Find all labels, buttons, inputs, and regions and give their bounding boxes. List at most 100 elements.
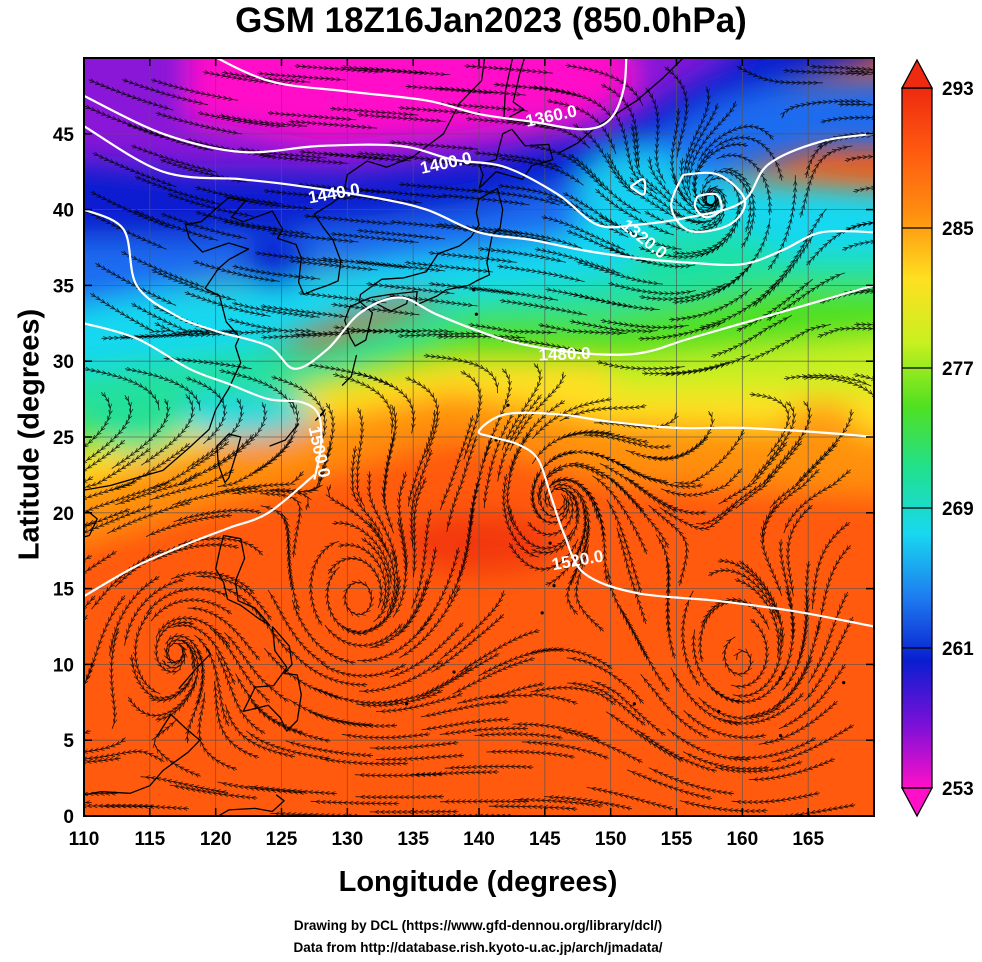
streamline bbox=[285, 740, 374, 756]
colorbar-tick-label: 277 bbox=[942, 359, 974, 380]
streamline bbox=[572, 294, 660, 309]
x-tick-label: 135 bbox=[397, 829, 429, 850]
streamline bbox=[319, 759, 409, 764]
streamline bbox=[470, 288, 559, 300]
streamline bbox=[439, 728, 529, 734]
x-tick-label: 125 bbox=[266, 829, 298, 850]
x-tick-label: 140 bbox=[463, 829, 495, 850]
streamline bbox=[384, 404, 395, 505]
streamline bbox=[500, 339, 588, 354]
streamline bbox=[679, 800, 768, 812]
colorbar-bottom-arrow bbox=[900, 787, 934, 818]
colorbar-tick-label: 285 bbox=[942, 219, 974, 240]
streamline bbox=[84, 751, 165, 761]
y-tick-label: 40 bbox=[53, 201, 74, 222]
streamline bbox=[736, 66, 823, 83]
streamline bbox=[854, 324, 874, 325]
streamline bbox=[436, 336, 526, 338]
y-tick-label: 20 bbox=[53, 504, 74, 525]
streamline bbox=[748, 325, 832, 361]
streamline bbox=[608, 248, 696, 267]
streamline bbox=[648, 767, 735, 794]
streamline bbox=[842, 241, 874, 250]
x-tick-label: 110 bbox=[69, 829, 100, 850]
streamline bbox=[768, 805, 856, 816]
colorbar-tick-label: 261 bbox=[942, 639, 974, 660]
streamline bbox=[375, 755, 465, 759]
streamline bbox=[369, 743, 459, 749]
streamline bbox=[645, 87, 666, 184]
streamline bbox=[84, 794, 118, 795]
streamline bbox=[683, 590, 700, 686]
streamline bbox=[288, 121, 377, 128]
streamline bbox=[298, 293, 387, 303]
streamline bbox=[106, 502, 192, 534]
streamline bbox=[421, 719, 510, 729]
streamline bbox=[361, 69, 451, 75]
x-tick-label: 150 bbox=[595, 829, 627, 850]
streamline bbox=[576, 544, 604, 632]
axis-ticks: 110 115 120 125 130 135 140 145 150 155 160 165 0 5 10… bbox=[53, 58, 874, 850]
x-axis-label: Longitude (degrees) bbox=[338, 866, 618, 898]
streamline bbox=[389, 142, 479, 149]
height-contour bbox=[670, 171, 747, 233]
y-axis-label: Latitude (degrees) bbox=[13, 308, 46, 561]
streamline bbox=[460, 372, 481, 460]
streamline bbox=[84, 731, 91, 736]
streamline bbox=[632, 124, 675, 206]
streamline bbox=[838, 104, 874, 105]
streamline bbox=[410, 772, 499, 775]
height-contour bbox=[84, 94, 874, 229]
y-tick-label: 45 bbox=[53, 125, 75, 146]
streamline bbox=[426, 161, 515, 169]
x-tick-label: 120 bbox=[200, 829, 232, 850]
streamline bbox=[853, 187, 874, 192]
streamline bbox=[356, 230, 446, 239]
streamline bbox=[169, 785, 258, 798]
streamline bbox=[748, 759, 836, 780]
wind-streamlines bbox=[84, 65, 874, 816]
streamline bbox=[257, 73, 346, 80]
streamline bbox=[782, 101, 866, 119]
data-credit: Data from http://database.rish.kyoto-u.a… bbox=[293, 940, 663, 955]
height-contour bbox=[629, 178, 647, 196]
streamline bbox=[714, 218, 770, 292]
y-tick-label: 30 bbox=[53, 352, 74, 373]
streamline bbox=[251, 398, 297, 474]
streamline bbox=[464, 66, 553, 73]
streamline bbox=[795, 409, 851, 486]
streamline bbox=[232, 266, 321, 279]
streamline bbox=[853, 375, 874, 384]
streamline bbox=[817, 328, 874, 337]
streamline bbox=[224, 197, 313, 209]
streamline bbox=[812, 522, 851, 610]
streamline bbox=[341, 734, 431, 738]
drawing-credit: Drawing by DCL (https://www.gfd-dennou.o… bbox=[293, 918, 663, 933]
streamline bbox=[444, 767, 534, 769]
height-contour bbox=[84, 322, 323, 480]
contour-label: 1480.0 bbox=[538, 344, 591, 365]
height-contour bbox=[477, 411, 874, 628]
streamline bbox=[404, 263, 493, 273]
streamline bbox=[352, 446, 383, 537]
streamline bbox=[439, 104, 528, 112]
streamline bbox=[100, 806, 189, 809]
streamline bbox=[163, 358, 252, 369]
height-contour bbox=[84, 125, 874, 267]
height-contour bbox=[214, 58, 628, 131]
figure-title: GSM 18Z16Jan2023 (850.0hPa) bbox=[235, 1, 747, 40]
streamline bbox=[291, 599, 356, 663]
x-tick-label: 165 bbox=[792, 829, 824, 850]
streamline bbox=[439, 801, 529, 802]
streamline bbox=[844, 222, 874, 231]
x-tick-label: 155 bbox=[661, 829, 693, 850]
streamline bbox=[331, 304, 420, 314]
streamline bbox=[358, 190, 447, 198]
streamline bbox=[173, 510, 262, 523]
streamline bbox=[355, 797, 445, 798]
streamline bbox=[267, 113, 357, 120]
streamline bbox=[698, 126, 774, 162]
streamline bbox=[768, 175, 795, 271]
streamline bbox=[663, 354, 751, 375]
